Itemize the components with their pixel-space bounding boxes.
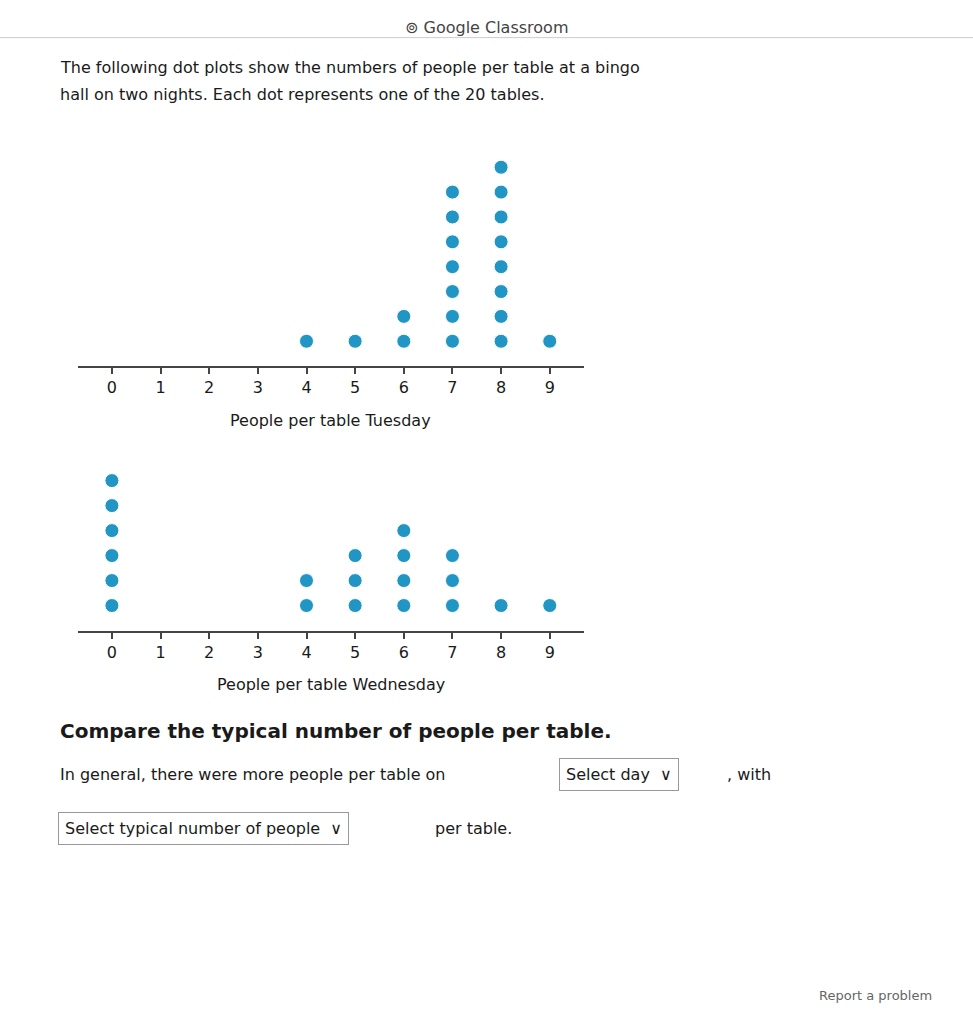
svg-text:7: 7 [447, 643, 457, 662]
svg-text:1: 1 [155, 643, 165, 662]
svg-text:6: 6 [399, 643, 409, 662]
svg-text:Compare the typical number of: Compare the typical number of people per… [60, 719, 612, 743]
svg-text:5: 5 [350, 378, 360, 397]
svg-text:4: 4 [301, 378, 311, 397]
svg-text:0: 0 [107, 378, 117, 397]
svg-text:⊚ Google Classroom: ⊚ Google Classroom [405, 18, 568, 37]
svg-text:In general, there were more pe: In general, there were more people per t… [60, 765, 445, 784]
svg-text:0: 0 [107, 643, 117, 662]
svg-text:Select typical number of peopl: Select typical number of people ∨ [65, 819, 342, 838]
svg-text:4: 4 [301, 643, 311, 662]
svg-text:Report a problem: Report a problem [819, 988, 932, 1003]
svg-text:8: 8 [496, 643, 506, 662]
svg-text:9: 9 [545, 378, 555, 397]
svg-text:hall on two nights. Each dot r: hall on two nights. Each dot represents … [60, 85, 545, 104]
svg-text:3: 3 [253, 643, 263, 662]
svg-text:5: 5 [350, 643, 360, 662]
svg-text:The following dot plots show t: The following dot plots show the numbers… [60, 58, 640, 77]
svg-text:per table.: per table. [435, 819, 512, 838]
svg-text:6: 6 [399, 378, 409, 397]
svg-text:People per table Tuesday: People per table Tuesday [230, 411, 431, 430]
svg-text:2: 2 [204, 378, 214, 397]
svg-text:9: 9 [545, 643, 555, 662]
svg-text:2: 2 [204, 643, 214, 662]
svg-text:Select day ∨: Select day ∨ [566, 765, 672, 784]
svg-text:3: 3 [253, 378, 263, 397]
svg-text:, with: , with [727, 765, 771, 784]
svg-text:8: 8 [496, 378, 506, 397]
svg-text:People per table Wednesday: People per table Wednesday [217, 675, 445, 694]
svg-text:7: 7 [447, 378, 457, 397]
svg-text:1: 1 [155, 378, 165, 397]
